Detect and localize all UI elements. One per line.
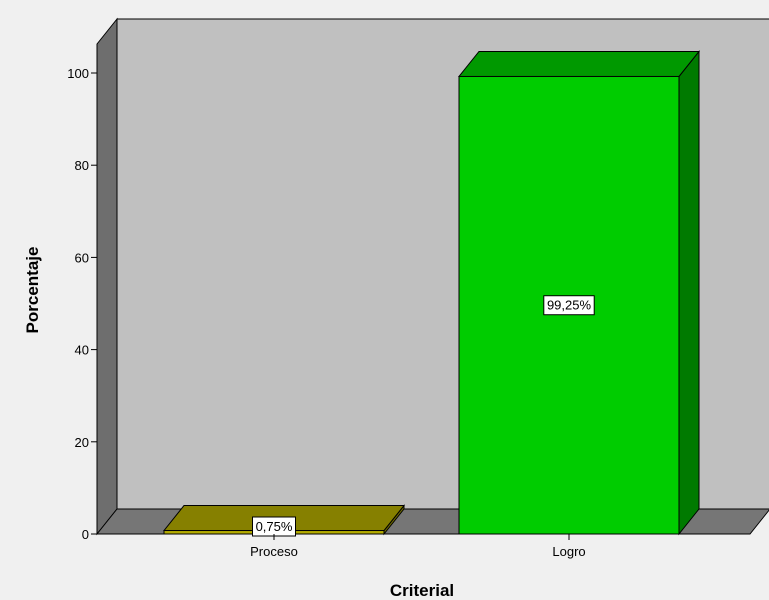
y-tick-label: 0 <box>82 527 89 542</box>
x-tick-label: Proceso <box>250 544 298 559</box>
x-axis-ticks: Proceso Logro <box>250 534 586 559</box>
data-label: 0,75% <box>252 516 296 537</box>
chart-side-wall <box>96 17 118 536</box>
x-tick-label: Logro <box>552 544 585 559</box>
y-tick-label: 100 <box>67 66 89 81</box>
data-label-box <box>543 295 595 316</box>
y-axis-ticks: 0 20 40 60 80 100 <box>67 66 97 542</box>
bars: 0,75% 99,25% <box>162 50 701 537</box>
y-tick-label: 20 <box>75 435 89 450</box>
y-axis-title: Porcentaje <box>23 247 42 334</box>
bar-logro <box>457 50 701 536</box>
data-label: 99,25% <box>543 295 595 316</box>
bar-top-face <box>457 50 701 77</box>
data-label-text: 99,25% <box>547 298 592 313</box>
x-axis-title: Criterial <box>390 581 454 600</box>
y-tick-label: 80 <box>75 158 89 173</box>
y-tick-label: 40 <box>75 343 89 358</box>
y-tick-label: 60 <box>75 250 89 265</box>
bar-side-face <box>678 50 700 536</box>
data-label-text: 0,75% <box>256 519 293 534</box>
